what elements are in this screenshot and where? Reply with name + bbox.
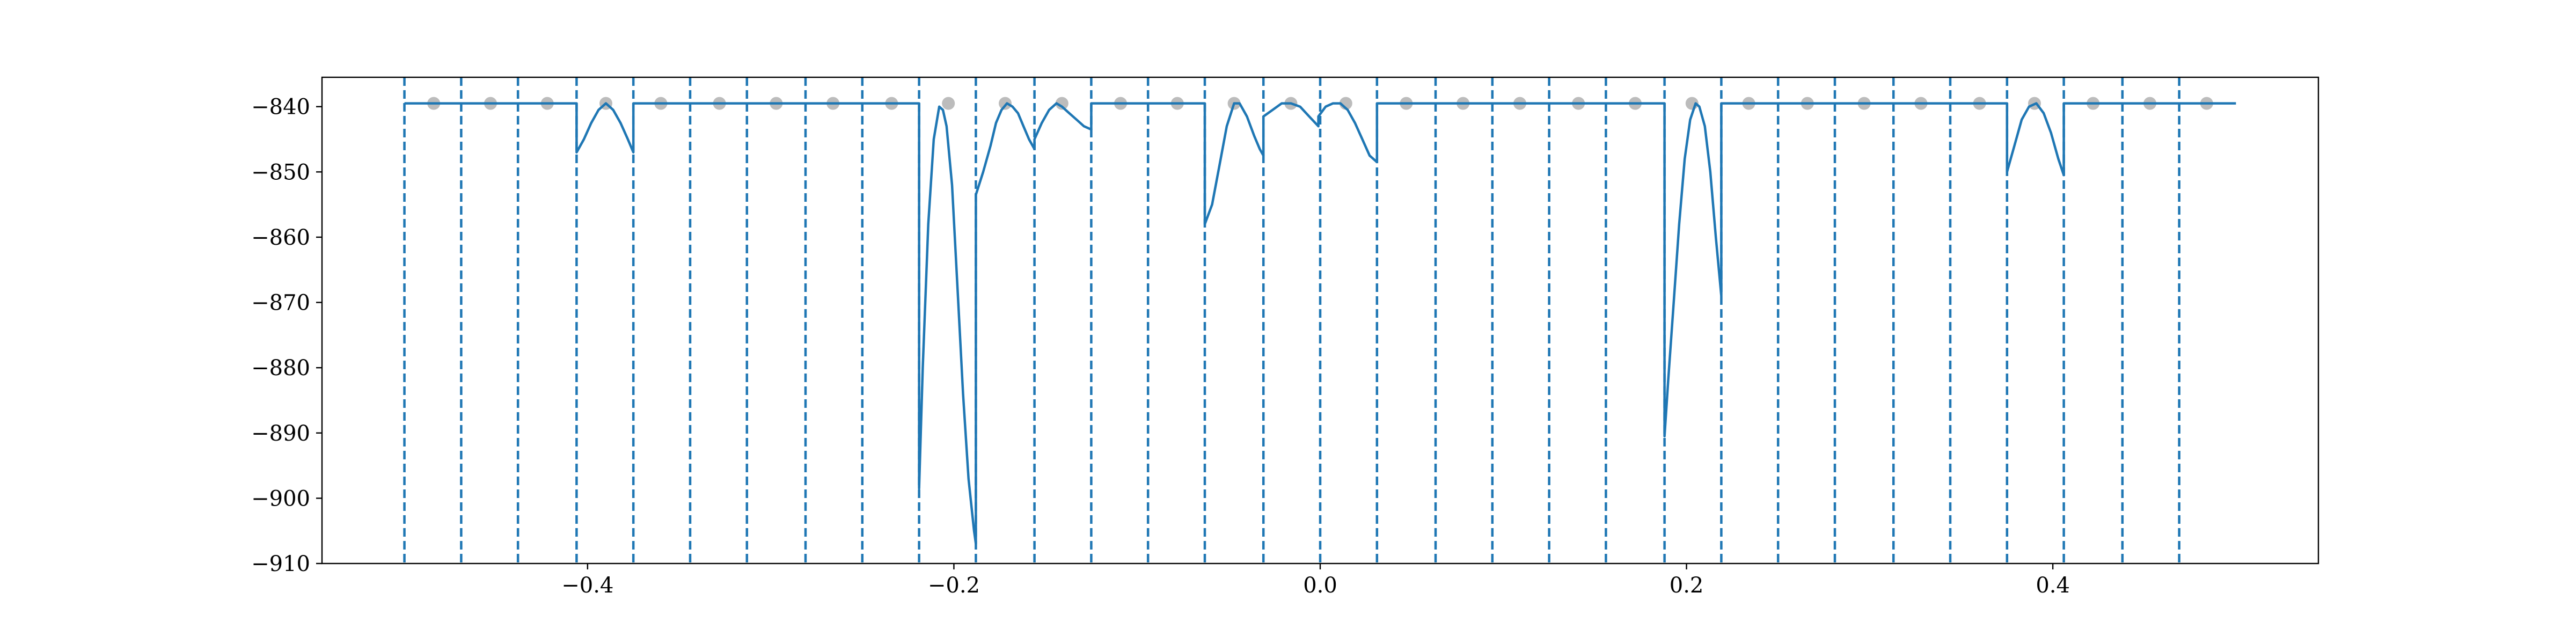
x-tick-label-2: 0.0 — [1303, 573, 1337, 598]
x-tick-label-4: 0.4 — [2036, 573, 2070, 598]
y-tick-label-7: −910 — [251, 552, 310, 576]
y-tick-label-2: −860 — [251, 225, 310, 250]
y-tick-label-0: −840 — [251, 95, 310, 120]
x-tick-label-1: −0.2 — [928, 573, 980, 598]
x-tick-label-0: −0.4 — [561, 573, 613, 598]
y-tick-label-4: −880 — [251, 356, 310, 380]
x-tick-label-3: 0.2 — [1670, 573, 1704, 598]
y-axis: −840 −850 −860 −870 −880 −890 −900 −910 — [251, 95, 322, 576]
series-line-0 — [404, 102, 2236, 545]
segment-boundaries — [403, 77, 2180, 564]
y-tick-label-1: −850 — [251, 160, 310, 185]
y-tick-label-6: −900 — [251, 486, 310, 511]
y-tick-label-5: −890 — [251, 421, 310, 446]
data-series — [404, 102, 2236, 545]
x-axis: −0.4 −0.2 0.0 0.2 0.4 — [561, 564, 2070, 598]
marker-point-9 — [942, 97, 955, 110]
y-tick-label-3: −870 — [251, 291, 310, 316]
marker-point-10 — [998, 97, 1012, 110]
marker-point-11 — [1055, 97, 1069, 110]
